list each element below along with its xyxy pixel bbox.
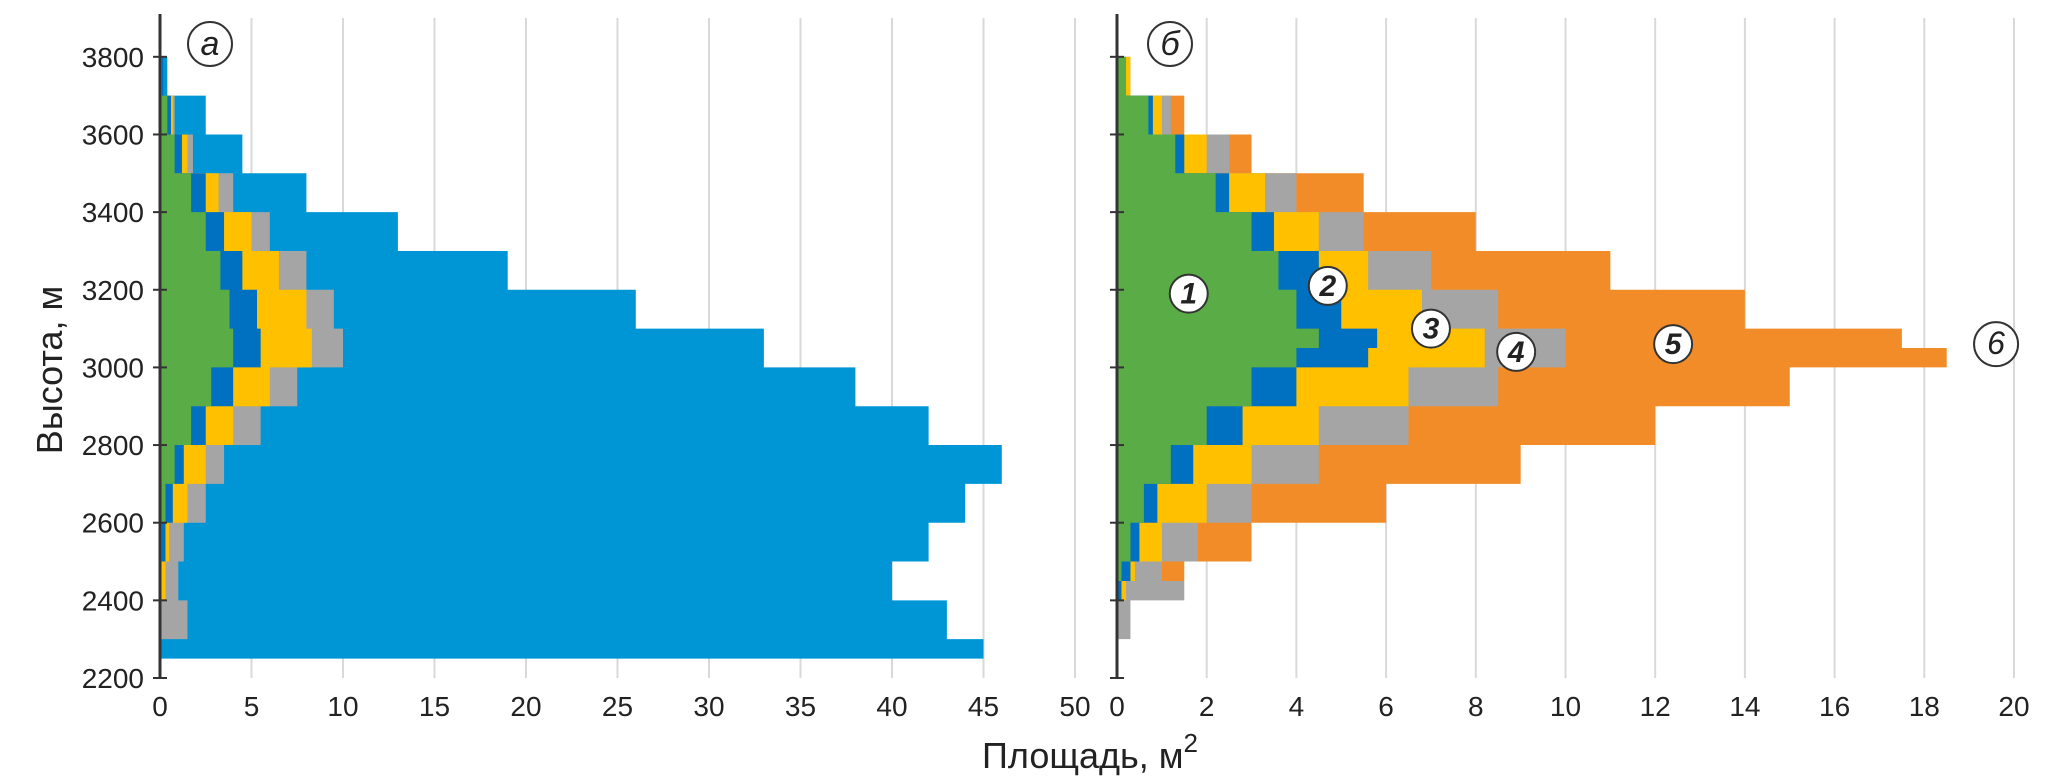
y-tick-label: 2400 <box>82 585 144 616</box>
x-tick-label: 14 <box>1729 691 1760 722</box>
annotation-label: 4 <box>1507 336 1525 369</box>
series-area-5 <box>1117 18 1319 640</box>
x-tick-label: 15 <box>419 691 450 722</box>
x-tick-label: 50 <box>1059 691 1090 722</box>
panel-label: а <box>201 25 220 63</box>
x-tick-label: 35 <box>785 691 816 722</box>
panel-label: б <box>1160 25 1181 63</box>
x-tick-label: 30 <box>693 691 724 722</box>
x-tick-label: 12 <box>1640 691 1671 722</box>
x-tick-label: 20 <box>510 691 541 722</box>
x-tick-label: 2 <box>1199 691 1215 722</box>
x-tick-label: 45 <box>968 691 999 722</box>
x-axis-title-text: Площадь, м <box>982 735 1183 776</box>
y-tick-label: 2800 <box>82 430 144 461</box>
annotation-circle <box>1410 308 1451 349</box>
series-area-5 <box>160 18 234 659</box>
y-tick-label: 3800 <box>82 42 144 73</box>
x-tick-label: 4 <box>1289 691 1305 722</box>
y-tick-label: 2200 <box>82 663 144 694</box>
x-tick-label: 0 <box>1109 691 1125 722</box>
y-axis-title: Высота, м <box>29 286 70 454</box>
x-tick-label: 6 <box>1378 691 1394 722</box>
x-tick-label: 20 <box>1998 691 2029 722</box>
panel-a: 2200 2400 2600 2800 3000 3200 3400 3600 3800 0 5 10… <box>82 14 1091 722</box>
annotation-label: 2 <box>1318 270 1336 303</box>
y-tick-label: 3200 <box>82 275 144 306</box>
x-tick-label: 0 <box>152 691 168 722</box>
annotation-label: 3 <box>1423 313 1440 346</box>
x-tick-label: 18 <box>1909 691 1940 722</box>
annotation-label: 1 <box>1180 278 1197 311</box>
x-tick-label: 40 <box>876 691 907 722</box>
x-tick-label: 10 <box>1550 691 1581 722</box>
annotation-circle <box>1653 324 1694 365</box>
x-tick-label: 10 <box>327 691 358 722</box>
panel-label-circle <box>187 21 233 67</box>
annotation-circle <box>1973 321 2020 368</box>
panel-label-circle <box>1147 21 1193 67</box>
annotation-circle <box>1307 265 1348 306</box>
x-tick-label: 5 <box>244 691 260 722</box>
annotation-circle <box>1168 273 1209 314</box>
x-tick-label: 8 <box>1468 691 1484 722</box>
y-tick-label: 3400 <box>82 197 144 228</box>
series-area-1 <box>160 18 1002 659</box>
x-axis-title-superscript: 2 <box>1184 728 1198 758</box>
y-tick-label: 3000 <box>82 352 144 383</box>
annotation-label: 6 <box>1987 325 2005 361</box>
y-tick-label: 2600 <box>82 508 144 539</box>
annotation-label: 5 <box>1665 328 1683 361</box>
x-tick-label: 16 <box>1819 691 1850 722</box>
x-axis-title: Площадь, м2 <box>982 728 1198 776</box>
x-tick-label: 25 <box>602 691 633 722</box>
annotation-circle <box>1496 331 1537 372</box>
y-tick-label: 3600 <box>82 119 144 150</box>
